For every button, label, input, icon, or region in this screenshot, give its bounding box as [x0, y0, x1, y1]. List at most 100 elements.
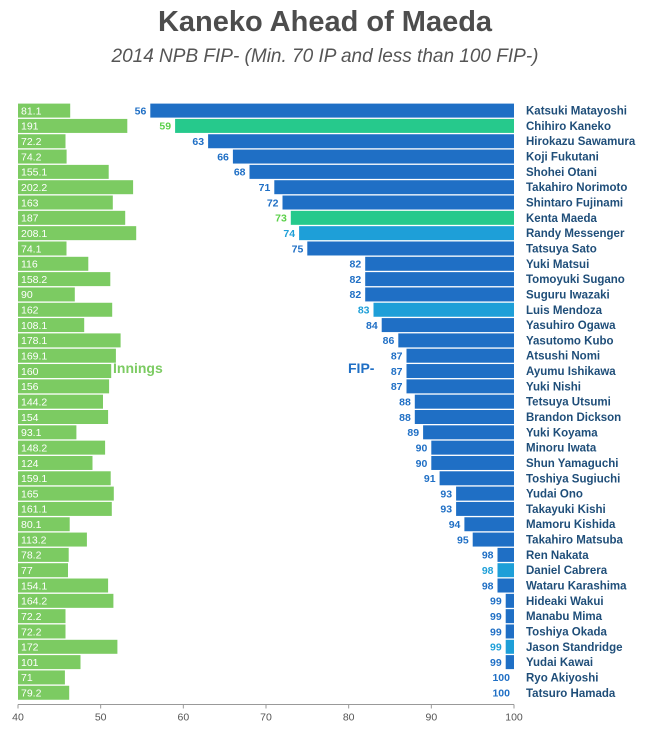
- fip-bar: [373, 302, 514, 317]
- innings-label: 72.2: [21, 136, 42, 148]
- fip-value-label: 98: [482, 550, 494, 562]
- legend: Innings FIP-: [113, 360, 375, 376]
- chart-row: 108.1 84 Yasuhiro Ogawa: [18, 318, 616, 333]
- fip-bar: [150, 103, 515, 118]
- player-name-label: Chihiro Kaneko: [526, 121, 611, 133]
- chart-row: 113.2 95 Takahiro Matsuba: [18, 532, 624, 547]
- fip-value-label: 88: [399, 396, 411, 408]
- innings-label: 144.2: [21, 396, 47, 408]
- innings-label: 72.2: [21, 626, 42, 638]
- innings-label: 160: [21, 366, 39, 378]
- player-name-label: Ren Nakata: [526, 550, 589, 562]
- player-name-label: Yudai Ono: [526, 489, 583, 501]
- chart-row: 77 98 Daniel Cabrera: [18, 563, 608, 578]
- innings-label: 116: [21, 259, 38, 271]
- fip-bar: [505, 624, 514, 639]
- innings-bar: [18, 685, 70, 700]
- player-name-label: Jason Standridge: [526, 642, 623, 654]
- x-tick-label: 80: [343, 711, 355, 723]
- innings-label: 164.2: [21, 596, 47, 608]
- innings-label: 172: [21, 642, 39, 654]
- innings-label: 101: [21, 657, 39, 669]
- fip-value-label: 83: [358, 305, 370, 317]
- chart-row: 144.2 88 Tetsuya Utsumi: [18, 394, 611, 409]
- innings-label: 163: [21, 197, 39, 209]
- innings-label: 77: [21, 565, 33, 577]
- innings-label: 154: [21, 412, 39, 424]
- player-name-label: Katsuki Matayoshi: [526, 106, 627, 118]
- innings-label: 154.1: [21, 580, 47, 592]
- chart-subtitle: 2014 NPB FIP- (Min. 70 IP and less than …: [111, 46, 539, 67]
- fip-value-label: 74: [283, 228, 295, 240]
- x-axis: 40 50 60 70 80 90 100: [12, 703, 523, 723]
- player-name-label: Takahiro Matsuba: [526, 535, 624, 547]
- chart-row: 162 83 Luis Mendoza: [18, 302, 603, 317]
- player-name-label: Suguru Iwazaki: [526, 289, 610, 301]
- fip-bar: [505, 639, 514, 654]
- chart-row: 93.1 89 Yuki Koyama: [18, 425, 598, 440]
- player-name-label: Shintaro Fujinami: [526, 198, 623, 210]
- fip-value-label: 72: [267, 197, 279, 209]
- chart-row: 155.1 68 Shohei Otani: [18, 164, 597, 179]
- fip-bar: [365, 256, 514, 271]
- fip-value-label: 68: [234, 167, 246, 179]
- fip-bar: [307, 241, 514, 256]
- innings-bar: [18, 302, 113, 317]
- innings-bar: [18, 547, 69, 562]
- x-tick-label: 40: [12, 711, 24, 723]
- innings-label: 208.1: [21, 228, 47, 240]
- fip-value-label: 66: [217, 151, 229, 163]
- innings-label: 74.1: [21, 243, 42, 255]
- x-tick-label: 90: [425, 711, 437, 723]
- innings-bar: [18, 609, 66, 624]
- fip-value-label: 82: [350, 274, 362, 286]
- innings-label: 78.2: [21, 550, 42, 562]
- player-name-label: Wataru Karashima: [526, 581, 627, 593]
- x-tick-label: 50: [95, 711, 107, 723]
- fip-value-label: 75: [292, 243, 304, 255]
- fip-bar: [464, 517, 514, 532]
- legend-fip: FIP-: [348, 360, 375, 376]
- innings-bar: [18, 103, 71, 118]
- innings-label: 178.1: [21, 335, 47, 347]
- innings-label: 187: [21, 213, 39, 225]
- fip-value-label: 88: [399, 412, 411, 424]
- player-name-label: Minoru Iwata: [526, 443, 597, 455]
- chart-row: 90 82 Suguru Iwazaki: [18, 287, 610, 302]
- player-name-label: Takahiro Norimoto: [526, 182, 627, 194]
- chart-row: 178.1 86 Yasutomo Kubo: [18, 333, 614, 348]
- fip-bar: [423, 425, 514, 440]
- fip-bar: [406, 348, 514, 363]
- innings-bar: [18, 425, 77, 440]
- fip-bar: [497, 547, 514, 562]
- innings-label: 169.1: [21, 351, 47, 363]
- fip-bar: [381, 318, 514, 333]
- player-name-label: Yudai Kawai: [526, 657, 593, 669]
- player-name-label: Shohei Otani: [526, 167, 597, 179]
- innings-label: 148.2: [21, 442, 47, 454]
- chart-row: 163 72 Shintaro Fujinami: [18, 195, 623, 210]
- player-name-label: Hideaki Wakui: [526, 596, 604, 608]
- innings-bar: [18, 226, 137, 241]
- player-name-label: Takayuki Kishi: [526, 504, 606, 516]
- player-name-label: Toshiya Okada: [526, 626, 608, 638]
- fip-bar: [439, 471, 514, 486]
- fip-bar: [456, 501, 514, 516]
- fip-value-label: 87: [391, 366, 403, 378]
- player-name-label: Tetsuya Utsumi: [526, 397, 611, 409]
- fip-value-label: 87: [391, 381, 403, 393]
- chart-row: 148.2 90 Minoru Iwata: [18, 440, 597, 455]
- innings-bar: [18, 655, 81, 670]
- fip-bar: [175, 118, 514, 133]
- chart-row: 208.1 74 Randy Messenger: [18, 226, 625, 241]
- innings-bar: [18, 256, 89, 271]
- chart-row: 161.1 93 Takayuki Kishi: [18, 501, 606, 516]
- innings-bar: [18, 410, 109, 424]
- fip-value-label: 99: [490, 642, 502, 654]
- chart-row: 154 88 Brandon Dickson: [18, 410, 621, 424]
- chart-row: 74.1 75 Tatsuya Sato: [18, 241, 597, 256]
- fip-value-label: 91: [424, 473, 436, 485]
- innings-bar: [18, 639, 118, 654]
- fip-value-label: 73: [275, 213, 287, 225]
- chart-row: 124 90 Shun Yamaguchi: [18, 455, 618, 470]
